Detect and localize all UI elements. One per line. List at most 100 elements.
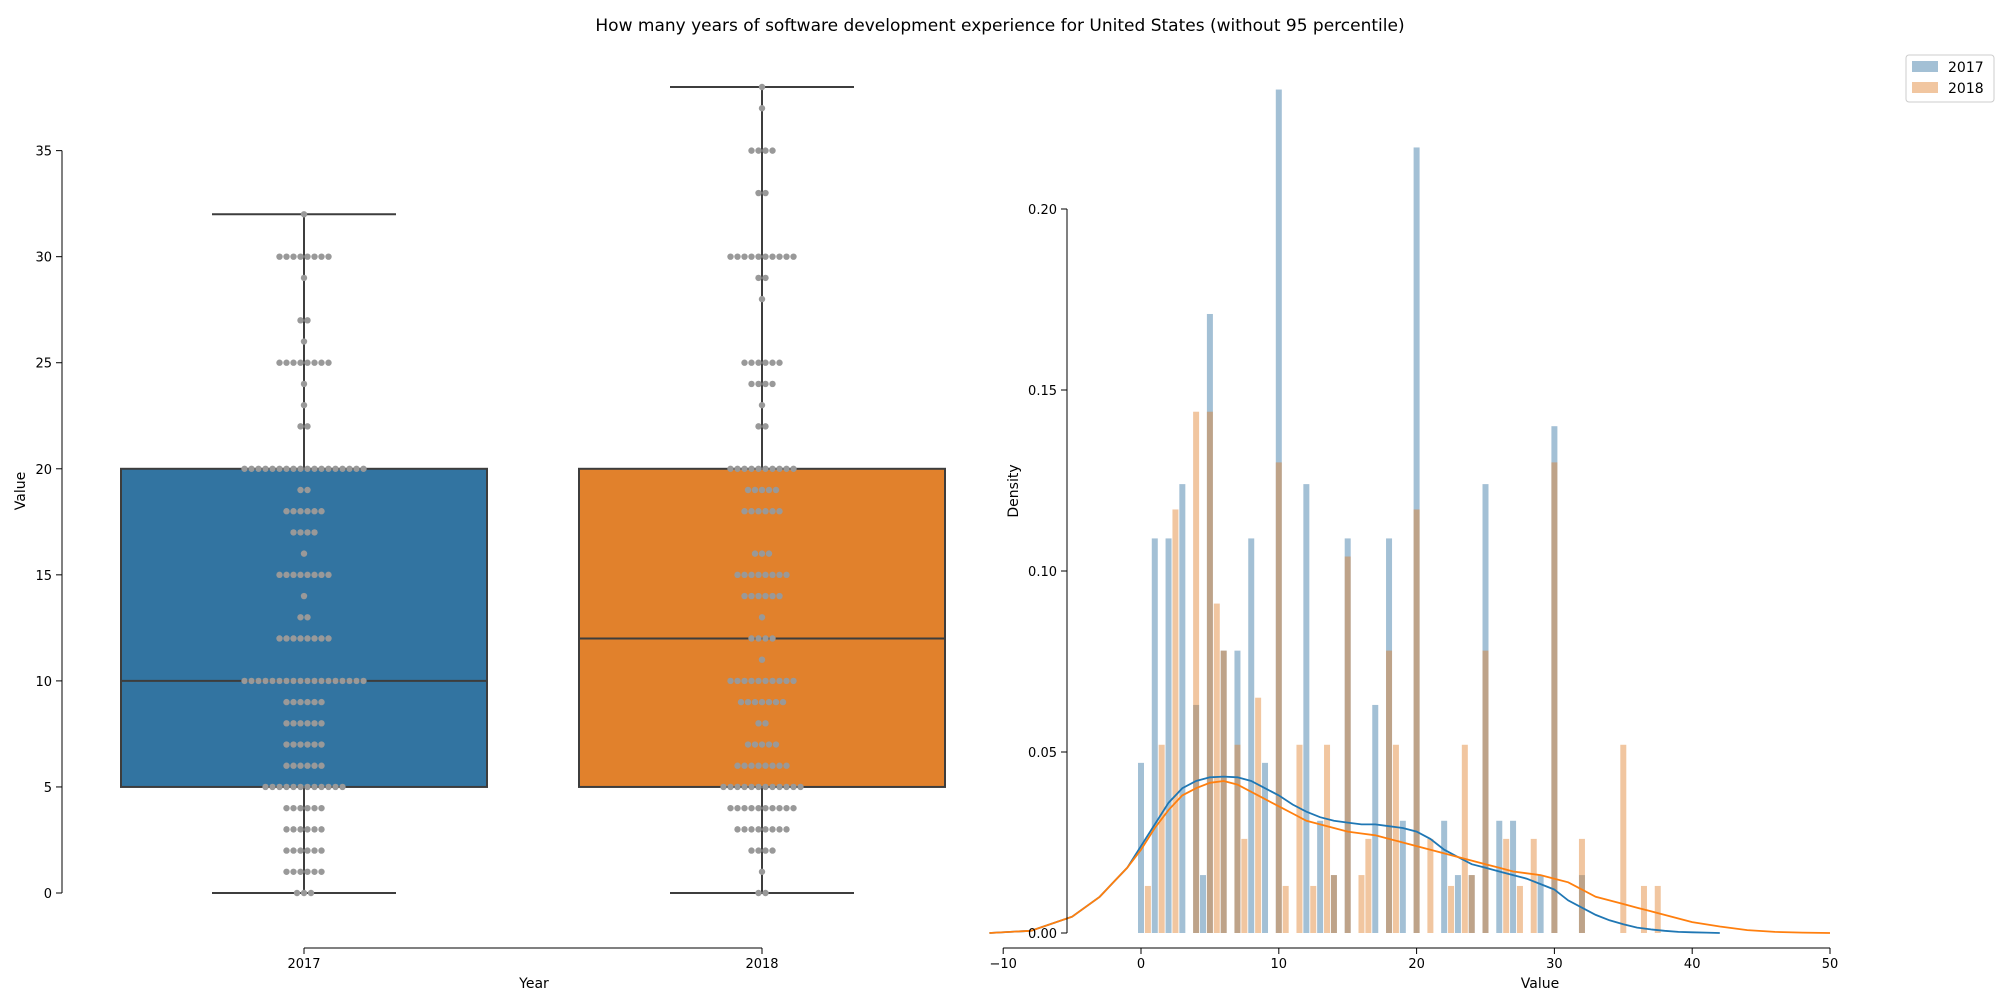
- swarm-point: [311, 762, 318, 769]
- y-tick-label: 0: [44, 887, 52, 902]
- swarm-point: [748, 465, 755, 472]
- swarm-point: [769, 677, 776, 685]
- hist-bar-2018: [1296, 744, 1303, 933]
- swarm-point: [772, 741, 780, 748]
- swarm-point: [325, 571, 332, 579]
- swarm-point: [727, 465, 734, 472]
- swarm-point: [311, 677, 318, 685]
- swarm-point: [762, 571, 769, 579]
- swarm-point: [290, 508, 297, 515]
- swarm-point: [293, 889, 301, 897]
- swarm-point: [748, 571, 755, 579]
- hist-bar-2018: [1324, 744, 1331, 933]
- swarm-point: [741, 508, 748, 515]
- swarm-point: [304, 359, 311, 366]
- swarm-point: [797, 783, 804, 791]
- swarm-point: [276, 635, 283, 642]
- hist-bar-2017: [1275, 89, 1282, 934]
- swarm-point: [325, 677, 332, 685]
- swarm-point: [783, 571, 790, 579]
- swarm-point: [297, 783, 304, 791]
- swarm-point: [755, 783, 762, 791]
- swarm-point: [276, 783, 283, 791]
- x-tick-label: −10: [989, 957, 1016, 972]
- swarm-point: [776, 508, 783, 515]
- swarm-point: [741, 783, 748, 791]
- swarm-point: [762, 826, 769, 833]
- hist-bar-2018: [1578, 838, 1585, 933]
- hist-bar-2017: [1537, 875, 1544, 933]
- swarm-point: [755, 592, 762, 600]
- swarm-point: [318, 847, 325, 854]
- swarm-point: [311, 529, 318, 536]
- swarm-point: [318, 783, 325, 791]
- swarm-point: [304, 698, 311, 706]
- swarm-point: [783, 826, 790, 833]
- swarm-point: [783, 253, 790, 260]
- swarm-point: [727, 253, 734, 260]
- box-2017: [120, 467, 488, 788]
- hist-bar-2017: [1413, 147, 1420, 933]
- swarm-point: [318, 804, 325, 812]
- swarm-point: [762, 720, 769, 727]
- swarm-point: [290, 720, 297, 727]
- hist-bar-2018: [1503, 838, 1510, 933]
- legend-frame: [1905, 54, 1995, 103]
- swarm-point: [779, 698, 787, 706]
- swarm-point: [776, 677, 783, 685]
- swarm-point: [762, 423, 769, 430]
- swarm-point: [311, 847, 318, 854]
- swarm-point: [332, 677, 339, 685]
- swarm-point: [741, 571, 748, 579]
- swarm-point: [311, 783, 318, 791]
- swarm-point: [769, 359, 776, 366]
- y-tick-label: 20: [35, 463, 52, 478]
- swarm-point: [318, 741, 325, 748]
- box-2018: [578, 467, 946, 788]
- swarm-point: [304, 317, 311, 324]
- hist-bar-2018: [1427, 838, 1434, 933]
- swarm-point: [734, 804, 741, 812]
- swarm-point: [748, 380, 755, 388]
- swarm-point: [297, 508, 304, 515]
- swarm-point: [776, 571, 783, 579]
- swarm-point: [283, 804, 290, 812]
- legend-label-2018: 2018: [1948, 81, 1984, 97]
- swarm-point: [276, 253, 283, 260]
- swarm-point: [755, 465, 762, 472]
- swarm-point: [297, 486, 304, 494]
- swarm-point: [304, 677, 311, 685]
- y-axis-title: Value: [13, 472, 29, 510]
- swarm-point: [300, 274, 308, 282]
- swarm-point: [311, 508, 318, 515]
- hist-bar-2018: [1310, 885, 1317, 933]
- swarm-point: [776, 359, 783, 366]
- swarm-point: [283, 720, 290, 727]
- swarm-point: [346, 677, 353, 685]
- swarm-point: [748, 147, 755, 154]
- hist-bar-2018: [1234, 744, 1241, 933]
- y-tick-label: 35: [35, 145, 52, 160]
- hist-bar-2017: [1386, 538, 1393, 933]
- swarm-point: [758, 550, 766, 557]
- y-tick-label: 0.10: [1028, 565, 1057, 580]
- hist-bar-2018: [1413, 509, 1420, 933]
- hist-bar-2018: [1282, 885, 1289, 933]
- swarm-point: [304, 783, 311, 791]
- swarm-point: [734, 677, 741, 685]
- swarm-point: [325, 359, 332, 366]
- hist-bar-2018: [1213, 603, 1220, 933]
- swarm-point: [318, 465, 325, 472]
- swarm-point: [304, 423, 311, 430]
- y-tick-label: 0.15: [1028, 384, 1057, 399]
- swarm-point: [300, 592, 308, 600]
- swarm-point: [269, 677, 276, 685]
- swarm-point: [751, 698, 759, 706]
- swarm-point: [762, 635, 769, 642]
- swarm-point: [290, 529, 297, 536]
- y-tick-label: 10: [35, 675, 52, 690]
- swarm-point: [262, 465, 269, 472]
- swarm-point: [772, 486, 780, 494]
- hist-bar-2017: [1220, 650, 1227, 933]
- swarm-point: [776, 592, 783, 600]
